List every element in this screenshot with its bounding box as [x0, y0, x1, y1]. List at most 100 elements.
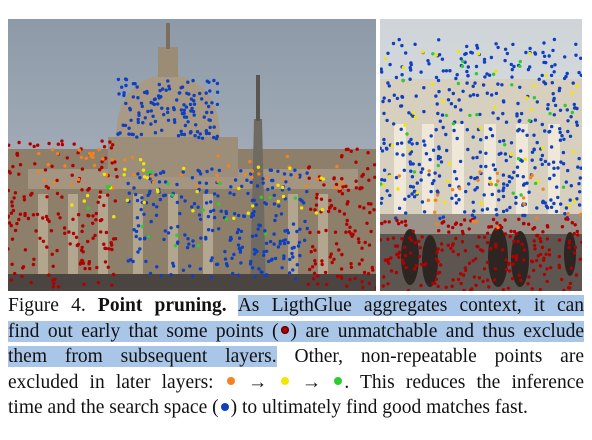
keypoint [573, 245, 578, 249]
orange-dot-icon [226, 377, 235, 386]
keypoint [237, 246, 241, 251]
keypoint [580, 240, 582, 245]
caption-line-4-end: . This reduces the inference [344, 371, 585, 393]
keypoint [502, 186, 506, 190]
keypoint [110, 161, 114, 165]
keypoint [520, 242, 524, 246]
keypoints-right [380, 37, 582, 291]
keypoint [305, 171, 309, 175]
keypoint [491, 163, 496, 167]
keypoint [182, 111, 186, 116]
keypoint [366, 151, 370, 155]
keypoint [202, 115, 206, 119]
keypoint [579, 56, 582, 60]
keypoint [431, 52, 435, 56]
keypoint [148, 271, 153, 276]
keypoint [386, 237, 390, 241]
keypoint [388, 62, 392, 67]
keypoint [58, 216, 62, 220]
keypoint [176, 134, 181, 138]
keypoint [143, 116, 147, 120]
keypoint [477, 276, 482, 280]
keypoint [82, 199, 87, 203]
keypoint [569, 266, 574, 270]
keypoint [461, 89, 465, 94]
keypoint [408, 184, 413, 189]
caption-line-5: time and the search space () to ultimate… [8, 395, 584, 421]
keypoint [367, 243, 372, 247]
keypoint [471, 156, 475, 160]
keypoint [55, 191, 60, 196]
keypoint [204, 91, 208, 95]
keypoint [560, 277, 564, 282]
keypoint [491, 217, 496, 222]
keypoint [491, 111, 495, 115]
keypoint [10, 204, 14, 208]
keypoint [579, 212, 582, 216]
keypoint [28, 142, 32, 146]
keypoint [134, 229, 139, 234]
keypoint [187, 242, 191, 246]
keypoint [315, 196, 319, 200]
keypoint [190, 106, 194, 111]
keypoint [110, 283, 114, 287]
keypoint [122, 93, 126, 98]
keypoint [527, 190, 531, 194]
keypoint [466, 147, 470, 152]
keypoint [216, 202, 221, 206]
keypoint [475, 43, 479, 48]
keypoint [415, 181, 419, 185]
keypoint [373, 175, 376, 179]
keypoint [198, 91, 202, 96]
keypoint [151, 202, 156, 207]
keypoint [476, 178, 480, 182]
keypoint [567, 241, 571, 245]
keypoint [380, 70, 384, 74]
keypoint [508, 234, 512, 239]
keypoint [516, 157, 521, 161]
keypoint [497, 189, 501, 193]
keypoint [196, 205, 200, 209]
keypoint [453, 169, 457, 174]
keypoint [501, 248, 505, 252]
keypoint [191, 209, 195, 213]
keypoint [407, 194, 411, 198]
keypoint [186, 80, 190, 84]
keypoint [488, 176, 492, 180]
keypoint [276, 183, 280, 187]
keypoint [446, 243, 450, 247]
keypoint [124, 83, 128, 88]
keypoint [345, 222, 349, 226]
keypoint [397, 174, 401, 178]
keypoint [360, 246, 364, 250]
keypoint [60, 142, 65, 147]
keypoint [315, 192, 319, 197]
keypoint [477, 235, 481, 239]
keypoint [528, 65, 532, 69]
keypoint [357, 262, 362, 266]
keypoint [503, 143, 507, 147]
keypoint [46, 162, 50, 167]
keypoint [456, 49, 460, 54]
keypoint [450, 284, 454, 288]
caption-line-1: Figure 4. Point pruning. As LigthGlue ag… [8, 293, 584, 319]
keypoint [454, 76, 458, 81]
keypoint [200, 136, 205, 140]
keypoint [408, 77, 412, 81]
keypoint [564, 180, 568, 184]
keypoint [200, 97, 204, 101]
keypoint [422, 263, 427, 267]
keypoint [180, 85, 185, 89]
keypoint [369, 202, 373, 206]
keypoint [566, 119, 570, 123]
keypoint [157, 82, 161, 87]
keypoint [328, 255, 332, 259]
keypoint [181, 170, 185, 174]
keypoint [173, 244, 178, 248]
keypoint [175, 182, 179, 187]
keypoint [324, 228, 328, 233]
keypoint [170, 193, 175, 197]
keypoint [147, 191, 152, 196]
keypoint [196, 244, 200, 248]
keypoint [155, 205, 159, 209]
